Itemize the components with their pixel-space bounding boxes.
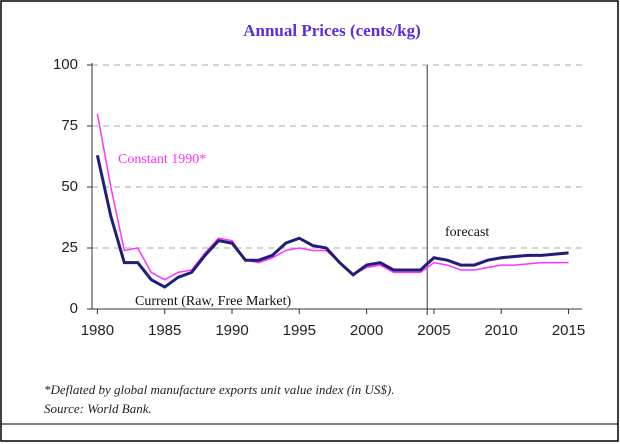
series-label: Constant 1990* [118, 152, 206, 167]
y-tick-label: 25 [61, 239, 78, 256]
x-tick-label: 2015 [552, 322, 585, 339]
x-tick-label: 2005 [417, 322, 450, 339]
series-line [95, 154, 569, 289]
y-tick-label: 75 [61, 117, 78, 134]
y-tick-label: 100 [53, 56, 78, 73]
y-tick-label: 0 [70, 300, 78, 317]
x-tick-label: 1985 [148, 322, 181, 339]
series-label: Current (Raw, Free Market) [135, 294, 291, 309]
x-tick-label: 2000 [350, 322, 383, 339]
y-tick-label: 50 [61, 178, 78, 195]
footnote: *Deflated by global manufacture exports … [44, 382, 394, 397]
source: Source: World Bank. [44, 401, 152, 416]
x-tick-label: 1995 [283, 322, 316, 339]
annotation: forecast [445, 225, 489, 240]
x-tick-label: 1980 [81, 322, 114, 339]
x-tick-label: 1990 [215, 322, 248, 339]
chart-title: Annual Prices (cents/kg) [243, 21, 421, 40]
x-tick-label: 2010 [485, 322, 518, 339]
